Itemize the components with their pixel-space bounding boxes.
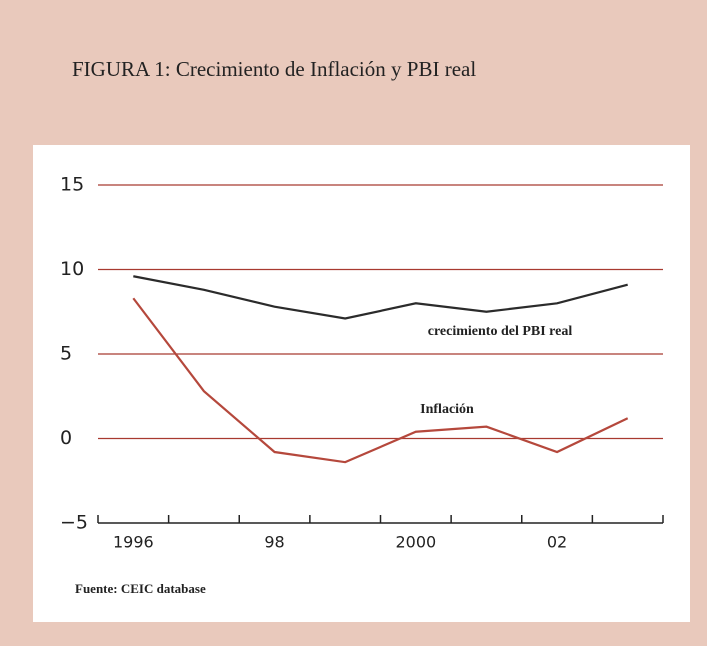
series-line <box>133 275 628 320</box>
panel <box>33 145 690 622</box>
y-tick-label: 15 <box>60 174 84 196</box>
y-tick-label: −5 <box>60 512 88 534</box>
y-tick-label: 0 <box>60 427 72 449</box>
x-tick-label: 2000 <box>395 533 436 552</box>
x-tick-label: 98 <box>264 533 284 552</box>
y-tick-label: 5 <box>60 343 72 365</box>
x-tick-label: 02 <box>547 533 567 552</box>
y-tick-label: 10 <box>60 258 84 280</box>
chart-title: FIGURA 1: Crecimiento de Inflación y PBI… <box>72 57 476 81</box>
series-label: Inflación <box>420 402 474 417</box>
series-line <box>132 297 629 464</box>
series-label: crecimiento del PBI real <box>428 324 573 339</box>
x-tick-label: 1996 <box>113 533 154 552</box>
source: Fuente: CEIC database <box>75 581 206 596</box>
